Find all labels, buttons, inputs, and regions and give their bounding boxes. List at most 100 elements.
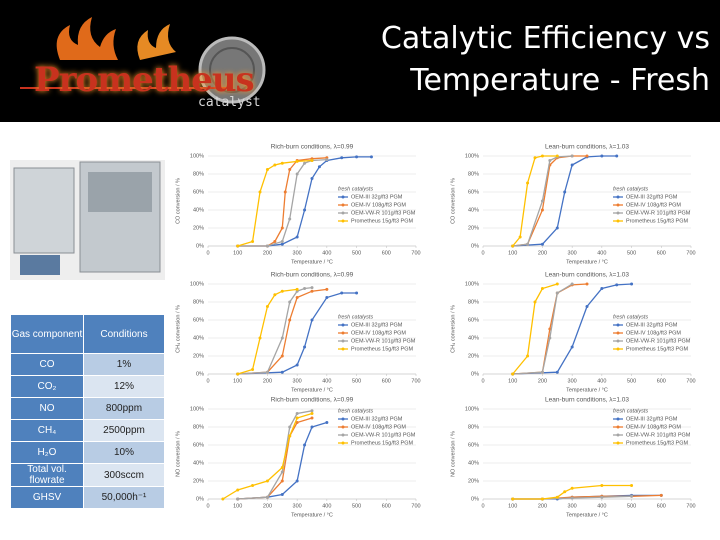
- data-point: [630, 494, 634, 498]
- y-tick-label: 100%: [465, 281, 479, 287]
- data-point: [570, 345, 574, 349]
- x-tick-label: 0: [481, 250, 484, 256]
- legend-label: OEM-IV 108g/ft3 PGM: [626, 424, 681, 430]
- y-tick-label: 20%: [468, 478, 479, 484]
- legend-marker: [616, 195, 620, 199]
- x-tick-label: 100: [233, 250, 242, 256]
- data-point: [236, 372, 240, 376]
- legend-label: Prometheus 15g/ft3 PGM: [351, 440, 413, 446]
- x-tick-label: 700: [411, 378, 420, 384]
- x-axis-label: Temperature / °C: [566, 512, 608, 518]
- y-axis-label: CO conversion / %: [175, 178, 181, 224]
- y-tick-label: 80%: [193, 424, 204, 430]
- data-point: [570, 154, 574, 158]
- x-tick-label: 100: [233, 503, 242, 509]
- data-point: [563, 490, 567, 494]
- table-cell: 10%: [83, 441, 165, 464]
- data-point: [303, 161, 307, 165]
- data-point: [540, 154, 544, 158]
- x-tick-label: 100: [508, 250, 517, 256]
- x-tick-label: 700: [686, 378, 695, 384]
- data-point: [555, 154, 559, 158]
- data-point: [310, 318, 314, 322]
- y-tick-label: 40%: [468, 207, 479, 213]
- x-axis-label: Temperature / °C: [566, 259, 608, 265]
- chart-title: Lean-burn conditions, λ=1.03: [545, 144, 629, 151]
- data-point: [340, 156, 344, 160]
- series-line: [512, 283, 632, 375]
- data-point: [511, 372, 515, 376]
- data-point: [236, 497, 240, 501]
- legend-marker: [341, 347, 345, 351]
- legend-label: OEM-VW-R 101g/ft3 PGM: [351, 338, 416, 344]
- x-axis-label: Temperature / °C: [566, 387, 608, 393]
- table-row: CO₂ 12%: [10, 375, 165, 398]
- legend-title: fresh catalysts: [338, 314, 373, 320]
- data-point: [273, 293, 277, 297]
- series-line: [237, 157, 327, 247]
- table-cell: 50,000h⁻¹: [83, 486, 165, 509]
- data-point: [288, 318, 292, 322]
- series-line: [237, 159, 313, 247]
- data-point: [265, 168, 269, 171]
- table-row: H₂O 10%: [10, 441, 165, 464]
- data-point: [280, 289, 284, 293]
- data-point: [615, 154, 619, 158]
- x-tick-label: 0: [481, 378, 484, 384]
- x-tick-label: 400: [597, 250, 606, 256]
- data-point: [540, 370, 544, 374]
- y-tick-label: 100%: [465, 153, 479, 159]
- legend-label: Prometheus 15g/ft3 PGM: [626, 346, 688, 352]
- data-point: [511, 244, 515, 248]
- data-point: [280, 226, 284, 230]
- x-tick-label: 400: [322, 378, 331, 384]
- data-point: [570, 163, 574, 167]
- table-cell: CH₄: [10, 419, 84, 442]
- x-tick-label: 200: [263, 378, 272, 384]
- data-point: [310, 425, 314, 429]
- legend-marker: [616, 339, 620, 343]
- chart-title: Rich-burn conditions, λ=0.99: [271, 397, 354, 404]
- data-point: [540, 287, 544, 290]
- table-row: GHSV 50,000h⁻¹: [10, 486, 165, 509]
- table-cell: H₂O: [10, 441, 84, 464]
- table-cell: 12%: [83, 375, 165, 398]
- x-tick-label: 100: [233, 378, 242, 384]
- legend-marker: [616, 433, 620, 437]
- x-tick-label: 200: [538, 503, 547, 509]
- x-axis-label: Temperature / °C: [291, 387, 333, 393]
- series-line: [237, 421, 328, 500]
- x-tick-label: 700: [411, 503, 420, 509]
- legend-label: OEM-III 32g/ft3 PGM: [626, 322, 678, 328]
- x-axis-label: Temperature / °C: [291, 512, 333, 518]
- x-tick-label: 600: [657, 378, 666, 384]
- data-point: [280, 479, 284, 483]
- legend-title: fresh catalysts: [338, 186, 373, 192]
- data-point: [630, 484, 634, 487]
- y-axis-label: NO conversion / %: [450, 431, 456, 477]
- x-tick-label: 300: [293, 378, 302, 384]
- table-cell: NO: [10, 397, 84, 420]
- data-point: [283, 190, 287, 194]
- data-point: [540, 208, 544, 212]
- x-tick-label: 400: [322, 503, 331, 509]
- legend-label: OEM-IV 108g/ft3 PGM: [351, 202, 406, 208]
- series-line: [512, 155, 587, 247]
- legend-marker: [341, 203, 345, 207]
- x-axis-label: Temperature / °C: [291, 259, 333, 265]
- y-tick-label: 20%: [468, 353, 479, 359]
- data-point: [555, 495, 559, 499]
- data-point: [570, 282, 574, 286]
- data-point: [555, 370, 559, 374]
- x-tick-label: 200: [263, 503, 272, 509]
- series-line: [237, 156, 372, 247]
- data-point: [251, 484, 255, 487]
- y-tick-label: 0%: [196, 496, 204, 502]
- data-point: [555, 291, 559, 295]
- data-point: [265, 370, 269, 374]
- y-tick-label: 60%: [193, 317, 204, 323]
- table-cell: Gas component: [10, 314, 84, 354]
- y-tick-label: 0%: [196, 243, 204, 249]
